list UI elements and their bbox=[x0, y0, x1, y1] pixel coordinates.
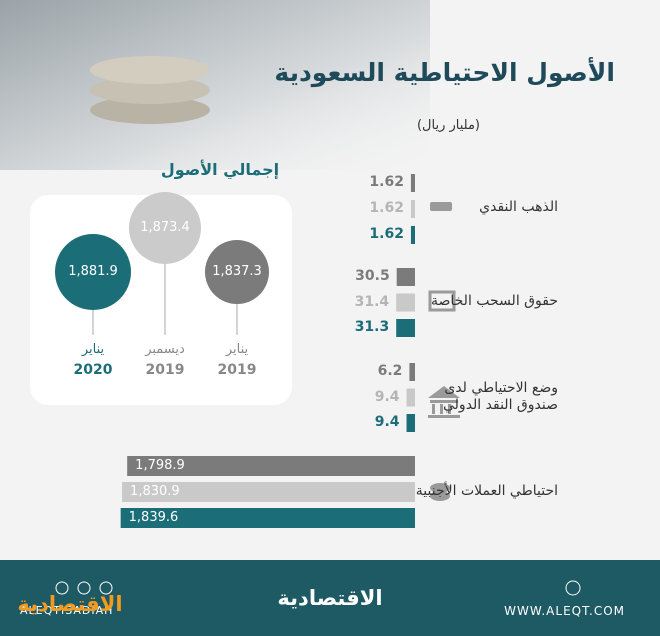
value-label: 1.62 bbox=[369, 174, 404, 190]
bar bbox=[120, 508, 415, 528]
value-label: 9.4 bbox=[374, 414, 400, 430]
month-label: يناير bbox=[225, 342, 249, 357]
card-icon bbox=[428, 290, 456, 312]
bubble-label: 1,881.9 bbox=[68, 264, 118, 279]
month-label: ديسمبر bbox=[145, 342, 185, 357]
social-icon bbox=[99, 581, 113, 595]
value-label: 1.62 bbox=[369, 226, 404, 242]
bar bbox=[396, 293, 415, 312]
social-icon bbox=[77, 581, 91, 595]
icons bbox=[428, 202, 460, 501]
footer-handle: ALEQTISADIAH bbox=[20, 604, 114, 617]
bar bbox=[410, 226, 415, 244]
month-label: يناير bbox=[81, 342, 105, 357]
unit-label: (مليار ريال) bbox=[416, 118, 480, 133]
category-label: وضع الاحتياطي لدى صندوق النقد الدولي bbox=[443, 379, 558, 414]
value-label: 9.4 bbox=[374, 388, 400, 405]
bar bbox=[127, 456, 416, 476]
bank-icon bbox=[428, 386, 460, 418]
bar bbox=[409, 363, 415, 381]
footer-band bbox=[0, 560, 660, 636]
value-label: 31.3 bbox=[354, 319, 390, 335]
category-label: احتياطي العملات الأجنبية bbox=[415, 483, 558, 499]
bubble bbox=[55, 234, 131, 310]
coins-icon bbox=[430, 483, 450, 493]
bar bbox=[406, 388, 415, 407]
gold-icon bbox=[430, 202, 452, 211]
totals-title: إجمالي الأصول bbox=[160, 160, 280, 179]
coin bbox=[90, 76, 210, 104]
bubble-label: 1,837.3 bbox=[212, 264, 262, 279]
site-icon bbox=[565, 580, 581, 596]
coins-icon bbox=[430, 491, 450, 501]
value-label: 1,830.9 bbox=[130, 484, 180, 499]
value-label: 1,839.6 bbox=[128, 510, 179, 525]
footer-logo: الاقتصادية bbox=[277, 586, 383, 610]
social-icon bbox=[55, 581, 69, 595]
bar bbox=[122, 482, 415, 502]
category-label: الذهب النقدي bbox=[479, 199, 558, 215]
title: الأصول الاحتياطية السعودية bbox=[274, 57, 615, 87]
bar bbox=[396, 319, 415, 337]
value-label: 31.4 bbox=[354, 293, 390, 310]
value-label: 30.5 bbox=[355, 268, 390, 284]
bubble bbox=[129, 192, 201, 264]
bar bbox=[410, 174, 415, 192]
bar bbox=[396, 268, 415, 286]
coin bbox=[90, 96, 210, 124]
value-label: 6.2 bbox=[377, 363, 403, 379]
value-label: 1,798.9 bbox=[135, 458, 185, 473]
footer-logo-small: الاقتصادية bbox=[17, 592, 123, 616]
footer-url: WWW.ALEQT.COM bbox=[504, 603, 625, 618]
bubble bbox=[205, 240, 269, 304]
year-label: 2019 bbox=[217, 362, 257, 378]
photo-background bbox=[0, 0, 430, 170]
coin bbox=[90, 56, 210, 84]
year-label: 2019 bbox=[145, 362, 185, 378]
year-label: 2020 bbox=[73, 362, 113, 378]
value-label: 1.62 bbox=[369, 200, 404, 216]
category-label: حقوق السحب الخاصة bbox=[430, 293, 558, 309]
bar bbox=[410, 200, 415, 218]
bar bbox=[406, 414, 415, 432]
bubble-label: 1,873.4 bbox=[140, 220, 190, 235]
